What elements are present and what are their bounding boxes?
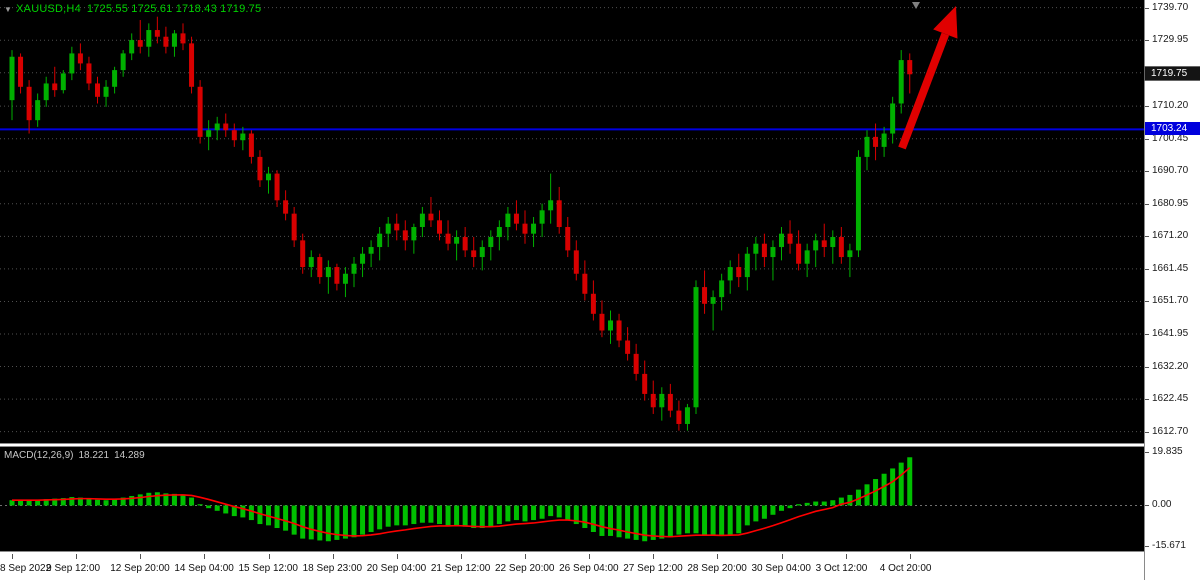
macd-tick-label: -15.671 [1152,540,1186,551]
time-axis-label: 21 Sep 12:00 [430,563,491,574]
axis-tick-mark [1145,171,1149,173]
time-axis-label: 4 Oct 20:00 [879,563,932,574]
time-axis-label: 18 Sep 23:00 [302,563,363,574]
time-tick-mark [781,554,783,559]
time-tick-mark [396,554,398,559]
price-tick-label: 1671.20 [1152,230,1189,242]
macd-tick-label: 0.00 [1152,498,1172,510]
price-tick-label: 1632.20 [1152,360,1189,372]
time-axis-label: 22 Sep 20:00 [495,563,555,574]
candles [9,16,913,431]
up-arrow-annotation [898,6,958,150]
time-axis-label: 20 Sep 04:00 [366,563,427,574]
macd-indicator-pane[interactable]: MACD(12,26,9) 18.221 14.289 [0,446,1144,552]
time-axis[interactable]: 8 Sep 2022 9 Sep 12:00 12 Sep 20:00 14 Sep … [0,554,1144,580]
price-tick-label: 1700.45 [1152,132,1189,144]
time-tick-mark [909,554,911,559]
time-axis-label: 9 Sep 12:00 [46,563,101,574]
axis-tick-mark [1145,203,1149,205]
price-tick-label: 1622.45 [1152,393,1189,405]
macd-signal-value: 14.289 [114,450,145,461]
macd-main-value: 18.221 [78,450,110,461]
time-tick-mark [332,554,334,559]
price-tick-label: 1739.70 [1152,1,1189,13]
axis-tick-mark [1145,399,1149,401]
chart-title: ▼ XAUUSD,H4 1725.55 1725.61 1718.43 1719.7… [4,3,261,15]
symbol-dropdown-icon[interactable]: ▼ [4,5,13,14]
level-price-badge: 1703.24 [1145,122,1200,136]
axis-tick-mark [1145,504,1149,506]
macd-chart[interactable] [0,447,1144,553]
axis-tick-mark [1145,106,1149,108]
time-tick-mark [653,554,655,559]
time-tick-mark [525,554,526,559]
time-tick-mark [12,554,13,559]
axis-tick-mark [1145,138,1149,140]
price-tick-label: 1690.70 [1152,165,1189,177]
axis-tick-mark [1145,452,1149,453]
axis-tick-mark [1145,366,1149,368]
time-tick-mark [76,554,78,559]
price-gridlines [0,7,1144,433]
time-tick-mark [717,554,719,559]
time-tick-mark [589,554,591,559]
axis-tick-mark [1145,7,1149,9]
time-axis-label: 8 Sep 2022 [0,563,52,574]
time-axis-label: 12 Sep 20:00 [110,563,170,574]
price-tick-label: 1612.70 [1152,425,1189,437]
price-tick-label: 1651.70 [1152,295,1189,307]
time-tick-mark [268,554,270,559]
axis-tick-mark [1145,301,1149,303]
candlestick-chart[interactable] [0,0,1144,444]
time-axis-label: 26 Sep 04:00 [559,563,619,574]
time-tick-mark [140,554,142,559]
time-axis-label: 15 Sep 12:00 [238,563,299,574]
ohlc-values: 1725.55 1725.61 1718.43 1719.75 [86,3,262,15]
axis-tick-mark [1145,334,1149,335]
price-tick-label: 1729.95 [1152,34,1189,46]
time-tick-mark [460,554,462,559]
macd-name: MACD(12,26,9) [4,450,74,461]
price-tick-label: 1710.20 [1152,100,1189,112]
bid-price-badge: 1719.75 [1144,66,1200,82]
axis-tick-mark [1145,236,1149,238]
time-tick-mark [204,554,206,559]
axis-tick-mark [1145,268,1149,270]
time-axis-label: 30 Sep 04:00 [751,563,812,574]
price-axis[interactable]: 1719.75 1703.24 1739.70 1729.95 1710.20 170… [1144,0,1200,580]
price-chart-pane[interactable]: ▼ XAUUSD,H4 1725.55 1725.61 1718.43 1719.7… [0,0,1144,444]
macd-label: MACD(12,26,9) 18.221 14.289 [4,450,150,461]
macd-signal-line [12,467,911,538]
time-axis-label: 28 Sep 20:00 [687,563,747,574]
macd-histogram [9,457,913,542]
price-tick-label: 1680.95 [1152,197,1189,209]
time-tick-mark [845,554,847,559]
time-axis-label: 14 Sep 04:00 [174,563,234,574]
macd-tick-label: 19.835 [1152,446,1183,457]
time-axis-label: 3 Oct 12:00 [815,563,868,574]
chart-shift-marker-icon [912,2,920,9]
time-axis-label: 27 Sep 12:00 [623,563,683,574]
axis-tick-mark [1145,40,1149,42]
price-tick-label: 1641.95 [1152,328,1189,339]
price-tick-label: 1661.45 [1152,262,1189,274]
axis-tick-mark [1145,546,1149,547]
axis-tick-mark [1145,431,1149,433]
symbol-timeframe-label: XAUUSD,H4 [16,3,81,15]
